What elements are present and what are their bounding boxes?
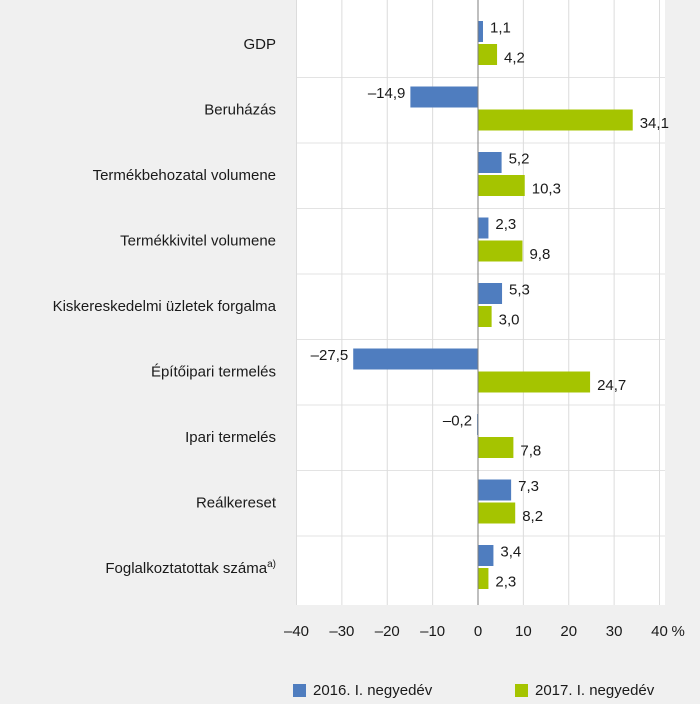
value-label: –0,2 — [443, 412, 472, 429]
category-text: Reálkereset — [196, 494, 277, 511]
legend-label: 2017. I. negyedév — [535, 682, 655, 699]
bar — [478, 109, 633, 131]
value-label: 1,1 — [490, 19, 511, 36]
category-text: Ipari termelés — [185, 429, 276, 446]
bar — [478, 217, 489, 239]
value-label: 7,3 — [518, 478, 539, 495]
value-label: 3,0 — [499, 311, 520, 328]
category-text: Foglalkoztatottak száma — [105, 560, 267, 577]
value-label: 7,8 — [520, 442, 541, 459]
legend-swatch — [515, 684, 528, 697]
x-tick-label: 10 — [515, 623, 532, 640]
x-tick-label: 40 — [651, 623, 668, 640]
x-tick-label: –10 — [420, 623, 445, 640]
value-label: –27,5 — [311, 347, 349, 364]
bar — [478, 502, 516, 524]
legend-label: 2016. I. negyedév — [313, 682, 433, 699]
category-text: Beruházás — [204, 101, 276, 118]
category-label: Foglalkoztatottak számaa) — [105, 558, 276, 576]
value-label: 9,8 — [529, 246, 550, 263]
bar — [478, 44, 498, 65]
value-label: 4,2 — [504, 49, 525, 66]
value-label: 10,3 — [532, 180, 561, 197]
category-label: Kiskereskedelmi üzletek forgalma — [53, 298, 277, 315]
bar — [478, 306, 492, 327]
bar — [478, 152, 502, 173]
bar — [478, 240, 523, 262]
value-label: 3,4 — [500, 543, 521, 560]
category-label: Ipari termelés — [185, 429, 276, 446]
bar — [478, 568, 489, 589]
category-text: Termékkivitel volumene — [120, 232, 276, 249]
category-text: Építőipari termelés — [151, 363, 276, 380]
bar — [353, 348, 478, 370]
category-superscript: a) — [267, 558, 276, 569]
bar — [478, 371, 591, 393]
category-label: Reálkereset — [196, 494, 277, 511]
value-label: 2,3 — [495, 216, 516, 233]
x-tick-label: –20 — [375, 623, 400, 640]
bar — [478, 545, 494, 566]
bar — [478, 283, 503, 304]
bar — [478, 21, 483, 42]
category-label: GDP — [243, 36, 276, 53]
category-label: Termékbehozatal volumene — [93, 167, 276, 184]
x-tick-label: 30 — [606, 623, 623, 640]
x-tick-label: 0 — [474, 623, 482, 640]
value-label: 34,1 — [640, 115, 669, 132]
category-label: Építőipari termelés — [151, 363, 276, 380]
value-label: 2,3 — [495, 573, 516, 590]
x-tick-label: –40 — [284, 623, 309, 640]
category-text: Termékbehozatal volumene — [93, 167, 276, 184]
bar — [478, 437, 514, 458]
bar — [410, 86, 478, 108]
category-label: Termékkivitel volumene — [120, 232, 276, 249]
value-label: 5,3 — [509, 281, 530, 298]
x-unit: % — [672, 623, 685, 640]
legend-swatch — [293, 684, 306, 697]
bar — [478, 175, 525, 196]
category-label: Beruházás — [204, 101, 276, 118]
value-label: –14,9 — [368, 85, 406, 102]
value-label: 5,2 — [509, 150, 530, 167]
bar — [478, 479, 512, 501]
x-tick-label: –30 — [329, 623, 354, 640]
category-text: Kiskereskedelmi üzletek forgalma — [53, 298, 277, 315]
x-tick-label: 20 — [560, 623, 577, 640]
value-label: 24,7 — [597, 377, 626, 394]
category-text: GDP — [243, 36, 276, 53]
value-label: 8,2 — [522, 508, 543, 525]
